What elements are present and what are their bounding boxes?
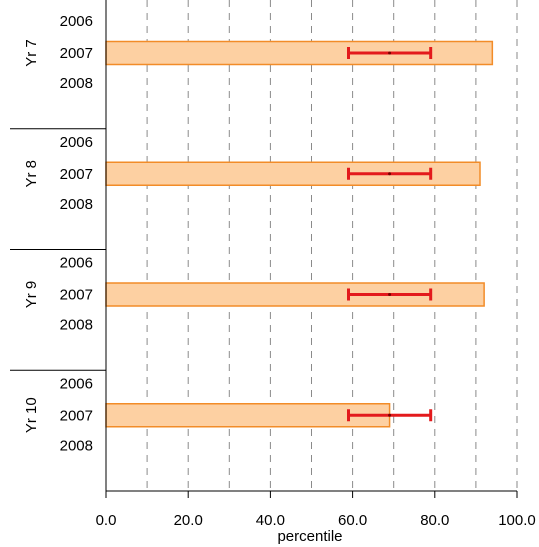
- year-label: 2007: [60, 287, 93, 304]
- year-label: 2008: [60, 437, 93, 454]
- point-marker: [388, 172, 392, 176]
- label-layer: 0.0 20.0 40.0 60.0 80.0 100.0 Yr 7 2006 2007 2008…: [23, 13, 536, 529]
- axis-layer: [10, 0, 518, 498]
- x-axis-title: percentile: [277, 528, 342, 545]
- x-tick-label: 0.0: [96, 512, 117, 529]
- year-label: 2007: [60, 166, 93, 183]
- year-label: 2007: [60, 45, 93, 62]
- point-marker: [388, 51, 392, 55]
- x-tick-label: 60.0: [338, 512, 367, 529]
- x-tick-label: 40.0: [256, 512, 285, 529]
- x-tick-label: 100.0: [498, 512, 536, 529]
- year-label: 2008: [60, 317, 93, 334]
- year-label: 2006: [60, 134, 93, 151]
- year-label: 2006: [60, 375, 93, 392]
- bar: [105, 40, 494, 66]
- year-label: 2006: [60, 255, 93, 272]
- bar-layer: [105, 40, 494, 428]
- year-label: 2008: [60, 196, 93, 213]
- group-label: Yr 9: [23, 281, 40, 309]
- point-marker: [388, 293, 392, 296]
- point-marker: [388, 413, 392, 417]
- x-tick-label: 20.0: [174, 512, 203, 529]
- group-label: Yr 7: [23, 39, 40, 67]
- group-label: Yr 10: [23, 397, 40, 433]
- year-label: 2008: [60, 75, 93, 92]
- x-tick-label: 80.0: [420, 512, 449, 529]
- year-label: 2006: [60, 13, 93, 30]
- group-label: Yr 8: [23, 160, 40, 188]
- year-label: 2007: [60, 407, 93, 424]
